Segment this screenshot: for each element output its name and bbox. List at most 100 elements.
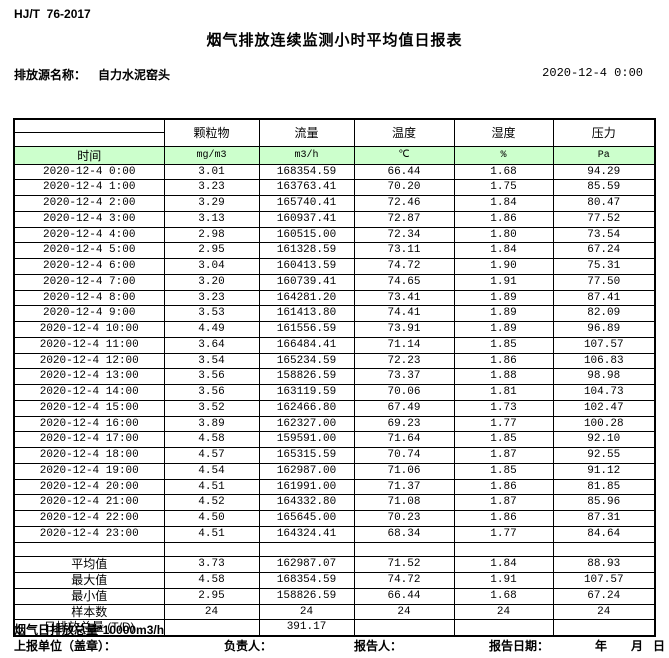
value-cell xyxy=(552,541,656,558)
value-cell: 3.89 xyxy=(163,415,260,433)
value-cell: 161556.59 xyxy=(258,321,355,338)
column-header-temperature: 温度 xyxy=(353,118,455,147)
value-cell: 87.31 xyxy=(552,510,656,527)
value-cell: 72.23 xyxy=(353,352,455,370)
value-cell: 107.57 xyxy=(552,336,656,354)
row-label-cell: 2020-12-4 16:00 xyxy=(13,415,165,433)
source-name: 自力水泥窑头 xyxy=(98,68,171,82)
value-cell: 1.85 xyxy=(453,431,554,448)
value-cell: 66.44 xyxy=(353,163,455,181)
value-cell: 1.68 xyxy=(453,163,554,181)
data-row: 2020-12-4 6:00 3.04 160413.59 74.72 1.90 75.3… xyxy=(13,258,656,275)
value-cell: 161328.59 xyxy=(258,242,355,259)
value-cell: 73.11 xyxy=(353,242,455,259)
value-cell: 85.59 xyxy=(552,179,656,196)
row-label-cell: 样本数 xyxy=(13,603,165,621)
value-cell: 4.49 xyxy=(163,321,260,338)
value-cell: 91.12 xyxy=(552,462,656,480)
data-row: 2020-12-4 1:00 3.23 163763.41 70.20 1.75 85.5… xyxy=(13,179,656,196)
row-label-cell: 2020-12-4 3:00 xyxy=(13,210,165,228)
value-cell: 67.24 xyxy=(552,242,656,259)
header-corner-bottom xyxy=(13,132,165,147)
row-label-cell: 2020-12-4 4:00 xyxy=(13,226,165,244)
value-cell: 80.47 xyxy=(552,195,656,212)
data-row: 2020-12-4 0:00 3.01 168354.59 66.44 1.68 94.2… xyxy=(13,163,656,181)
value-cell: 72.34 xyxy=(353,226,455,244)
value-cell: 72.46 xyxy=(353,195,455,212)
value-cell: 1.85 xyxy=(453,462,554,480)
value-cell: 75.31 xyxy=(552,258,656,275)
value-cell: 69.23 xyxy=(353,415,455,433)
value-cell: 74.72 xyxy=(353,258,455,275)
row-label-cell: 2020-12-4 17:00 xyxy=(13,431,165,448)
report-date-label: 报告日期： xyxy=(489,639,550,653)
value-cell: 66.44 xyxy=(353,587,455,605)
value-cell: 163763.41 xyxy=(258,179,355,196)
value-cell: 98.98 xyxy=(552,368,656,385)
value-cell: 158826.59 xyxy=(258,587,355,605)
value-cell: 2.95 xyxy=(163,587,260,605)
value-cell: 81.85 xyxy=(552,478,656,496)
value-cell: 159591.00 xyxy=(258,431,355,448)
value-cell: 3.53 xyxy=(163,305,260,322)
value-cell: 84.64 xyxy=(552,525,656,543)
unit-humidity: % xyxy=(453,145,554,165)
unit-temperature: ℃ xyxy=(353,145,455,165)
report-datetime: 2020-12-4 0:00 xyxy=(542,66,643,80)
source-label: 排放源名称： xyxy=(14,68,87,82)
value-cell: 166484.41 xyxy=(258,336,355,354)
row-label-cell: 最小值 xyxy=(13,587,165,605)
value-cell: 71.64 xyxy=(353,431,455,448)
value-cell: 24 xyxy=(453,603,554,621)
value-cell: 2.98 xyxy=(163,226,260,244)
value-cell: 71.37 xyxy=(353,478,455,496)
value-cell: 92.55 xyxy=(552,447,656,464)
value-cell: 73.41 xyxy=(353,289,455,307)
data-row: 2020-12-4 22:00 4.50 165645.00 70.23 1.86 87.… xyxy=(13,510,656,527)
value-cell xyxy=(353,619,455,637)
row-label-cell: 最大值 xyxy=(13,572,165,589)
value-cell: 1.81 xyxy=(453,384,554,401)
row-label-cell: 2020-12-4 13:00 xyxy=(13,368,165,385)
value-cell: 87.41 xyxy=(552,289,656,307)
data-row: 2020-12-4 11:00 3.64 166484.41 71.14 1.85 107… xyxy=(13,336,656,354)
row-label-cell: 2020-12-4 5:00 xyxy=(13,242,165,259)
data-row: 2020-12-4 3:00 3.13 160937.41 72.87 1.86 77.5… xyxy=(13,210,656,228)
value-cell: 77.52 xyxy=(552,210,656,228)
value-cell: 73.37 xyxy=(353,368,455,385)
value-cell: 1.77 xyxy=(453,415,554,433)
row-label-cell: 日排放总量 (T/D) xyxy=(13,619,165,637)
value-cell xyxy=(163,619,260,637)
row-label-cell: 2020-12-4 12:00 xyxy=(13,352,165,370)
value-cell: 162466.80 xyxy=(258,399,355,417)
value-cell: 3.73 xyxy=(163,556,260,573)
value-cell: 161413.80 xyxy=(258,305,355,322)
row-label-cell: 平均值 xyxy=(13,556,165,573)
value-cell: 70.23 xyxy=(353,510,455,527)
value-cell: 1.68 xyxy=(453,587,554,605)
value-cell: 70.06 xyxy=(353,384,455,401)
table-body: 2020-12-4 0:00 3.01 168354.59 66.44 1.68 94.2… xyxy=(13,163,656,637)
value-cell: 160515.00 xyxy=(258,226,355,244)
value-cell: 3.01 xyxy=(163,163,260,181)
value-cell: 1.86 xyxy=(453,352,554,370)
column-header-particulate: 颗粒物 xyxy=(163,118,260,147)
value-cell: 391.17 xyxy=(258,619,355,637)
value-cell: 165645.00 xyxy=(258,510,355,527)
value-cell: 4.52 xyxy=(163,494,260,511)
monitoring-table: 颗粒物 流量 温度 湿度 压力 时间 mg/m3 m3/h ℃ % Pa 202… xyxy=(13,118,656,637)
value-cell: 1.75 xyxy=(453,179,554,196)
data-row: 2020-12-4 16:00 3.89 162327.00 69.23 1.77 100… xyxy=(13,415,656,433)
value-cell: 1.87 xyxy=(453,494,554,511)
value-cell: 24 xyxy=(552,603,656,621)
value-cell: 3.13 xyxy=(163,210,260,228)
row-label-cell: 2020-12-4 23:00 xyxy=(13,525,165,543)
value-cell: 77.50 xyxy=(552,273,656,291)
data-row: 2020-12-4 17:00 4.58 159591.00 71.64 1.85 92.… xyxy=(13,431,656,448)
value-cell: 94.29 xyxy=(552,163,656,181)
data-row: 2020-12-4 12:00 3.54 165234.59 72.23 1.86 106… xyxy=(13,352,656,370)
value-cell xyxy=(353,541,455,558)
value-cell: 73.54 xyxy=(552,226,656,244)
value-cell: 1.84 xyxy=(453,556,554,573)
value-cell xyxy=(163,541,260,558)
